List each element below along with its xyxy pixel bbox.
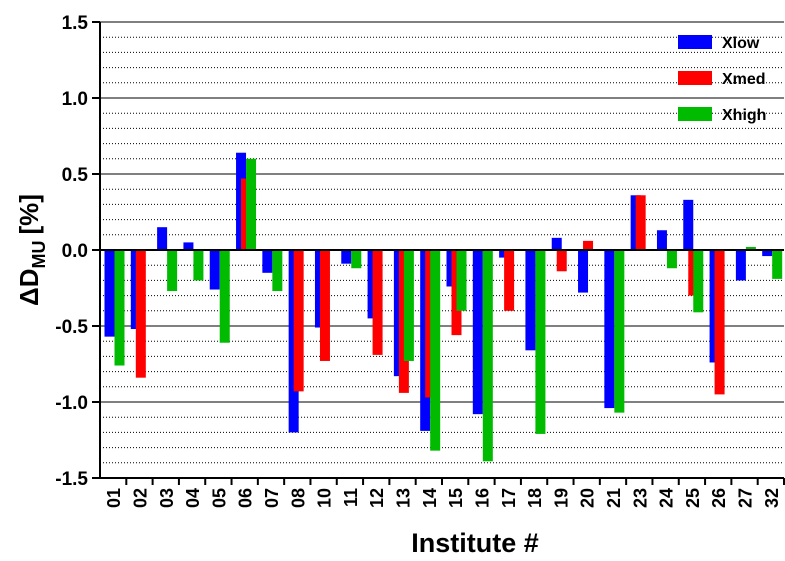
- bar: [183, 242, 194, 250]
- legend-swatch: [678, 107, 712, 121]
- x-tick-label: 15: [446, 488, 466, 508]
- x-tick-label: 20: [578, 488, 598, 508]
- bar: [604, 250, 615, 409]
- bar: [556, 250, 567, 272]
- bar: [635, 195, 646, 250]
- x-tick-label: 04: [183, 488, 203, 508]
- y-tick-label: -0.5: [55, 317, 88, 338]
- bar: [272, 250, 283, 292]
- x-tick-label: 32: [762, 488, 782, 508]
- x-axis-label: Institute #: [411, 528, 539, 558]
- x-tick-label: 25: [683, 488, 703, 508]
- y-label-sub: MU: [29, 240, 49, 268]
- bar: [246, 158, 257, 250]
- bar: [372, 250, 383, 355]
- bar: [430, 250, 441, 451]
- y-tick-label: 0.5: [62, 165, 89, 186]
- y-axis-label: ΔDMU [%]: [14, 194, 49, 306]
- bar: [583, 240, 594, 250]
- x-tick-label: 07: [262, 488, 282, 508]
- x-tick-label: 19: [551, 488, 571, 508]
- y-label-unit: [%]: [14, 194, 44, 234]
- y-label-main: ΔD: [14, 268, 44, 305]
- legend-label: Xlow: [722, 35, 760, 52]
- bar: [656, 230, 667, 250]
- x-tick-label: 11: [341, 488, 361, 507]
- legend-label: Xmed: [722, 71, 766, 88]
- bar: [319, 250, 330, 361]
- x-tick-label: 17: [499, 488, 519, 508]
- x-tick-label: 02: [130, 488, 150, 508]
- x-tick-label: 01: [104, 488, 124, 508]
- legend-swatch: [678, 71, 712, 85]
- bar: [504, 250, 515, 311]
- y-tick-label: -1.0: [55, 393, 88, 414]
- x-tick-label: 05: [209, 488, 229, 508]
- bar: [456, 250, 467, 311]
- legend-label: Xhigh: [722, 107, 766, 124]
- x-tick-label: 13: [394, 488, 414, 508]
- bar: [157, 227, 168, 250]
- x-tick-label: 12: [367, 488, 387, 508]
- legend-swatch: [678, 35, 712, 49]
- y-tick-label: 0.0: [62, 241, 88, 262]
- bar: [482, 250, 493, 462]
- x-tick-label: 06: [236, 488, 256, 508]
- bar: [578, 250, 589, 293]
- x-tick-label: 27: [736, 488, 756, 508]
- bar: [114, 250, 125, 366]
- x-tick-label: 16: [472, 488, 492, 508]
- bar: [666, 250, 677, 269]
- x-tick-label: 03: [157, 488, 177, 508]
- y-tick-label: 1.5: [62, 13, 89, 34]
- x-tick-label: 18: [525, 488, 545, 508]
- bar: [262, 250, 273, 273]
- bar: [219, 250, 230, 343]
- bar: [403, 250, 414, 361]
- bar: [683, 199, 694, 250]
- bar: [104, 250, 115, 337]
- y-tick-label: -1.5: [55, 469, 88, 490]
- bar: [293, 250, 304, 392]
- bar: [525, 250, 536, 351]
- x-tick-label: 26: [709, 488, 729, 508]
- bar: [762, 250, 773, 257]
- bar: [535, 250, 546, 434]
- bar: [772, 250, 783, 279]
- x-tick-label: 24: [657, 488, 677, 508]
- bar: [193, 250, 204, 281]
- bar: [135, 250, 146, 378]
- bar: [714, 250, 725, 395]
- bar: [341, 250, 352, 264]
- x-tick-label: 10: [315, 488, 335, 508]
- bar: [693, 250, 704, 313]
- bar: [551, 237, 562, 250]
- bar: [614, 250, 625, 413]
- bar: [167, 250, 178, 292]
- x-tick-label: 08: [288, 488, 308, 508]
- y-tick-label: 1.0: [62, 89, 88, 110]
- bar: [351, 250, 362, 269]
- x-tick-label: 23: [630, 488, 650, 508]
- x-tick-label: 14: [420, 488, 440, 508]
- bar: [735, 250, 746, 281]
- x-tick-label: 21: [604, 488, 624, 508]
- bar: [745, 246, 756, 250]
- bar: [209, 250, 220, 290]
- bar: [472, 250, 483, 415]
